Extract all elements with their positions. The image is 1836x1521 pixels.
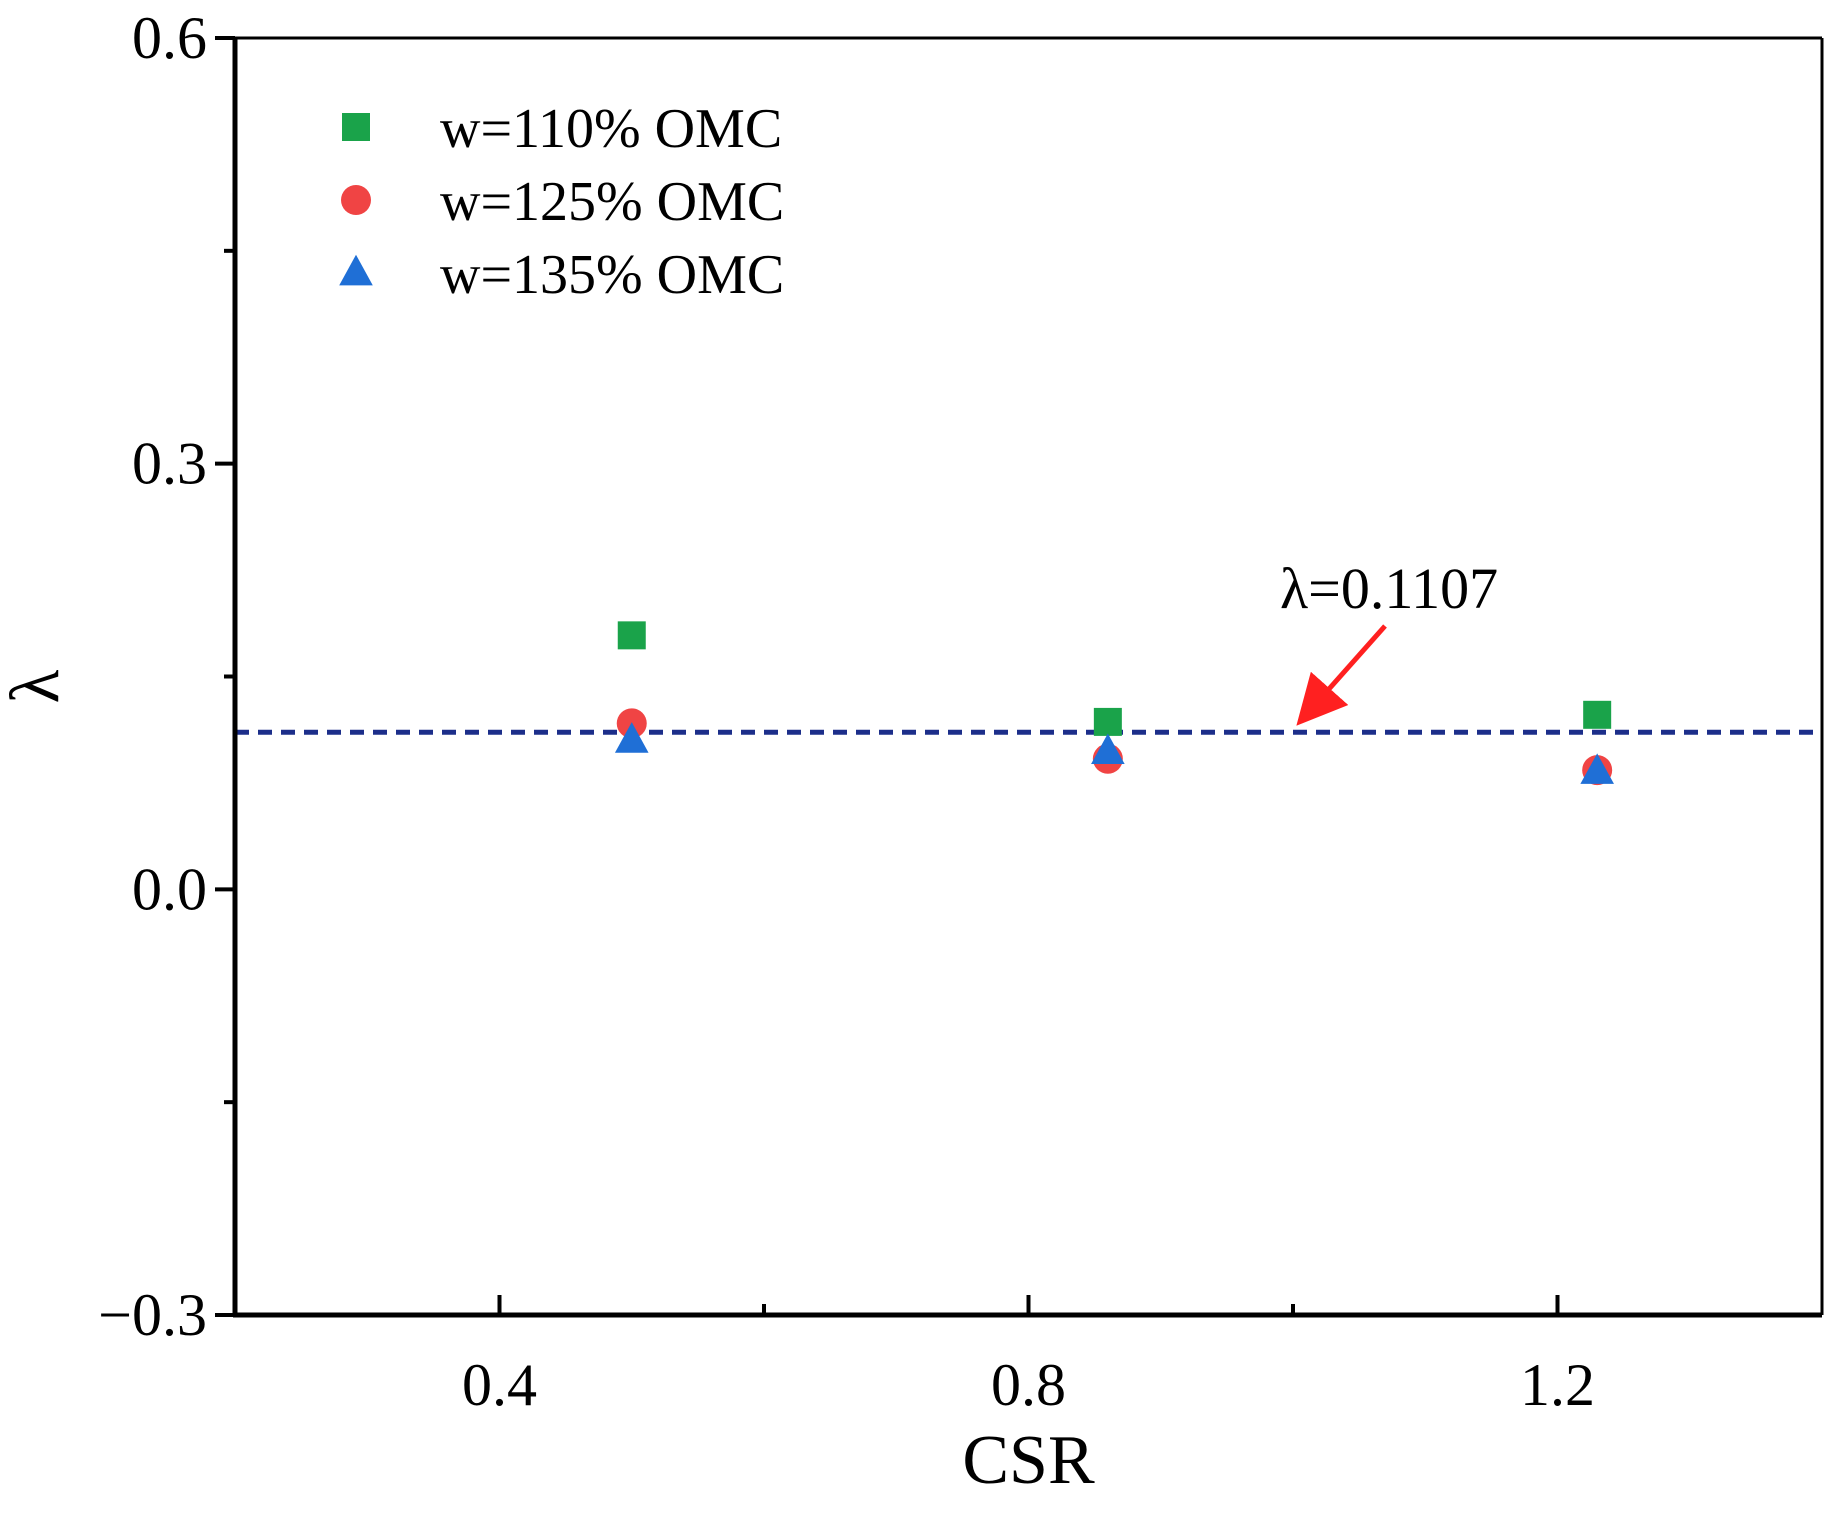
y-tick-label: 0.6 [132, 5, 207, 71]
legend-label: w=135% OMC [440, 244, 784, 306]
x-tick-label: 0.4 [462, 1352, 537, 1418]
data-point [1091, 733, 1125, 765]
data-point [1583, 700, 1612, 729]
y-tick-label: 0.0 [132, 856, 207, 922]
y-tick-label: −0.3 [98, 1282, 207, 1348]
legend-label: w=125% OMC [440, 171, 784, 233]
annotation-arrow [1296, 624, 1387, 726]
x-tick-label: 0.8 [991, 1352, 1066, 1418]
legend-marker [342, 113, 370, 141]
legend-marker [339, 254, 373, 286]
x-tick-label: 1.2 [1520, 1352, 1595, 1418]
legend-label: w=110% OMC [440, 98, 782, 160]
data-point [1093, 707, 1122, 736]
annotation-label: λ=0.1107 [1280, 556, 1498, 621]
y-tick-label: 0.3 [132, 431, 207, 497]
data-point [617, 621, 646, 650]
data-point [614, 722, 649, 753]
y-axis-title: λ [0, 669, 74, 703]
data-point [1580, 753, 1614, 784]
legend-marker [341, 185, 371, 215]
x-axis-title: CSR [962, 1422, 1095, 1499]
